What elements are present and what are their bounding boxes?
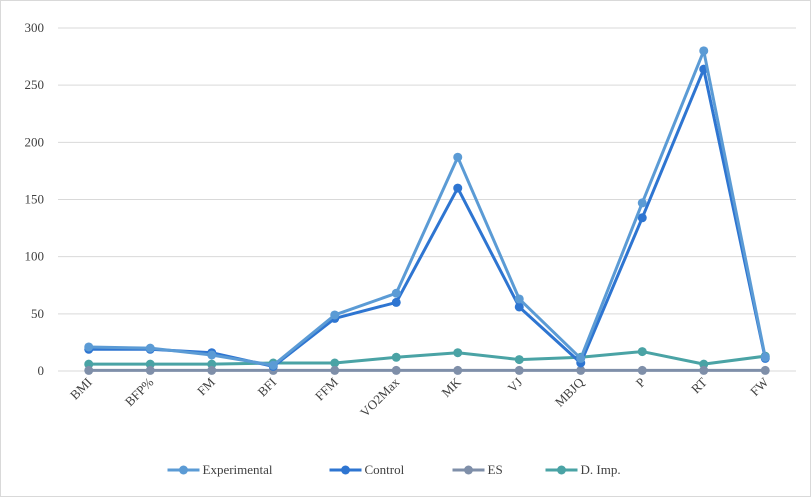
legend-marker [341, 465, 350, 475]
y-tick-label: 200 [25, 134, 45, 149]
data-point [84, 342, 94, 352]
data-point [453, 152, 463, 162]
y-tick-label: 300 [25, 20, 45, 35]
x-tick-label: RT [688, 374, 710, 396]
y-tick-label: 250 [25, 77, 45, 92]
legend-item: Experimental [167, 462, 273, 477]
data-point [84, 365, 94, 375]
x-tick-label: P [633, 375, 649, 391]
data-point [699, 365, 709, 375]
data-point [637, 198, 647, 208]
x-tick-label: VO2Max [357, 374, 403, 420]
data-point [330, 358, 340, 368]
data-point [637, 347, 647, 357]
x-tick-label: FM [194, 374, 218, 398]
data-point [637, 365, 647, 375]
y-axis-tick-labels: 0 50 100 150 200 250 300 [25, 20, 45, 378]
data-point [453, 348, 463, 358]
x-tick-label: MBJQ [552, 374, 588, 410]
data-point [699, 46, 709, 56]
data-point [760, 365, 770, 375]
data-point [268, 360, 278, 370]
series-control [84, 64, 770, 371]
legend-marker [179, 465, 188, 475]
data-point [207, 359, 217, 369]
legend-label: ES [488, 462, 503, 477]
series-line [87, 350, 767, 366]
y-tick-label: 100 [25, 249, 45, 264]
data-point [207, 365, 217, 375]
x-axis-tick-labels: BMI BFP% FM BFI FFM VO2Max MK VJ MBJQ P RT FW [67, 374, 772, 420]
data-point [576, 353, 586, 363]
data-point [514, 294, 524, 304]
data-point [145, 343, 155, 353]
data-point [576, 365, 586, 375]
legend-label: Control [365, 462, 405, 477]
x-tick-label: BFP% [122, 374, 157, 409]
data-point [391, 288, 401, 298]
series-line [87, 67, 767, 368]
data-point [637, 213, 647, 223]
data-point [330, 310, 340, 320]
series-es [84, 365, 770, 375]
x-tick-label: FW [747, 374, 772, 399]
legend-item: D. Imp. [545, 462, 621, 477]
series-lines [84, 46, 770, 375]
legend-marker [557, 465, 566, 475]
legend: Experimental Control ES D. Imp. [167, 462, 621, 477]
legend-item: Control [329, 462, 405, 477]
series-experimental [84, 46, 770, 370]
data-point [391, 365, 401, 375]
data-point [514, 302, 524, 312]
y-tick-label: 50 [31, 306, 44, 321]
data-point [330, 365, 340, 375]
x-tick-label: BMI [67, 375, 95, 403]
data-point [391, 297, 401, 307]
x-tick-label: MK [438, 374, 464, 400]
gridlines [58, 27, 796, 372]
data-point [514, 365, 524, 375]
x-tick-label: BFI [254, 375, 279, 400]
legend-label: D. Imp. [581, 462, 621, 477]
data-point [760, 352, 770, 362]
data-point [699, 359, 709, 369]
x-tick-label: VJ [505, 375, 526, 396]
data-point [391, 352, 401, 362]
data-point [514, 355, 524, 365]
data-point [453, 365, 463, 375]
data-point [84, 359, 94, 369]
data-point [453, 183, 463, 193]
legend-item: ES [452, 462, 503, 477]
legend-marker [464, 465, 473, 475]
data-point [145, 365, 155, 375]
series-line [87, 49, 767, 367]
data-point [207, 350, 217, 360]
data-point [145, 359, 155, 369]
legend-label: Experimental [203, 462, 273, 477]
y-tick-label: 0 [38, 363, 45, 378]
x-tick-label: FFM [312, 374, 341, 403]
y-tick-label: 150 [25, 192, 45, 207]
